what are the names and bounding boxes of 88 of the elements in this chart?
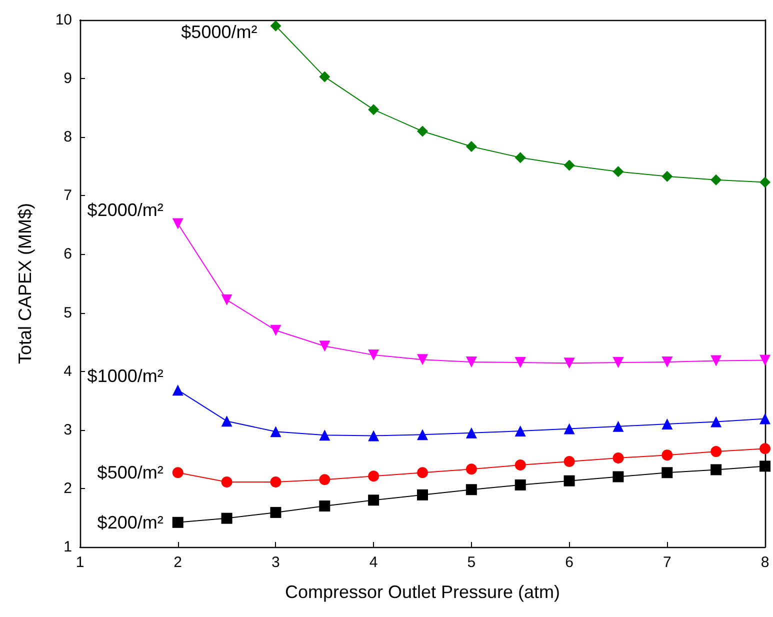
y-tick-label: 5 bbox=[64, 304, 72, 322]
point bbox=[221, 476, 232, 488]
y-tick-label: 7 bbox=[64, 187, 72, 204]
x-tick-label: 2 bbox=[174, 554, 182, 571]
point bbox=[221, 512, 232, 524]
point bbox=[514, 152, 526, 164]
point bbox=[662, 356, 673, 368]
x-tick-label: 5 bbox=[467, 554, 476, 571]
point bbox=[221, 294, 232, 306]
point bbox=[612, 471, 624, 482]
point bbox=[172, 516, 184, 528]
y-tick-label: 4 bbox=[64, 362, 72, 380]
y-tick-label: 8 bbox=[64, 128, 72, 146]
point bbox=[710, 174, 722, 186]
point bbox=[514, 479, 526, 490]
point bbox=[514, 460, 526, 471]
point bbox=[760, 460, 770, 472]
y-tick-label: 2 bbox=[64, 480, 72, 497]
point bbox=[710, 355, 722, 366]
point bbox=[564, 456, 575, 468]
point bbox=[514, 426, 526, 437]
point bbox=[319, 474, 330, 486]
point bbox=[319, 71, 330, 82]
y-axis-title: Total CAPEX (MM$) bbox=[15, 202, 35, 364]
y-tick-label: 10 bbox=[55, 12, 72, 28]
point bbox=[417, 429, 428, 440]
point bbox=[710, 416, 722, 428]
point bbox=[466, 484, 477, 496]
point bbox=[612, 357, 624, 368]
series-label: $500/m² bbox=[97, 462, 164, 483]
point bbox=[270, 324, 282, 336]
point bbox=[612, 420, 624, 432]
point bbox=[319, 340, 330, 352]
point bbox=[564, 475, 575, 486]
point bbox=[564, 160, 575, 171]
point bbox=[417, 354, 428, 366]
x-tick-label: 7 bbox=[662, 554, 672, 571]
x-tick-label: 1 bbox=[76, 554, 84, 571]
x-tick-label: 3 bbox=[272, 554, 280, 571]
series-label: $5000/m² bbox=[181, 22, 258, 42]
point bbox=[368, 430, 380, 442]
point bbox=[662, 450, 673, 461]
x-tick-label: 4 bbox=[369, 554, 378, 571]
point bbox=[760, 354, 770, 366]
point bbox=[172, 384, 184, 396]
point bbox=[270, 20, 282, 32]
point bbox=[612, 166, 624, 178]
x-axis-title: Compressor Outlet Pressure (atm) bbox=[284, 582, 560, 602]
point bbox=[417, 467, 428, 478]
point bbox=[710, 446, 722, 458]
y-tick-label: 9 bbox=[64, 70, 72, 88]
x-tick-label: 6 bbox=[565, 554, 574, 571]
point bbox=[514, 357, 526, 368]
point bbox=[760, 413, 770, 424]
point bbox=[368, 349, 380, 360]
point bbox=[564, 423, 575, 434]
point bbox=[564, 358, 575, 369]
point bbox=[466, 427, 477, 438]
y-tick-label: 6 bbox=[64, 246, 72, 263]
point bbox=[172, 218, 184, 230]
point bbox=[319, 500, 330, 512]
point bbox=[710, 464, 722, 476]
point bbox=[466, 464, 477, 475]
point bbox=[466, 356, 477, 368]
y-tick-label: 1 bbox=[64, 538, 72, 556]
series-label: $1000/m² bbox=[87, 366, 164, 386]
point bbox=[270, 476, 282, 488]
point bbox=[662, 170, 673, 182]
point bbox=[760, 176, 770, 188]
point bbox=[270, 506, 282, 518]
x-tick-label: 8 bbox=[760, 554, 770, 571]
series-label: $2000/m² bbox=[87, 200, 164, 220]
point bbox=[662, 467, 673, 478]
point bbox=[172, 467, 184, 478]
point bbox=[612, 452, 624, 464]
point bbox=[368, 470, 380, 482]
point bbox=[466, 140, 477, 152]
point bbox=[760, 443, 770, 454]
point bbox=[417, 489, 428, 500]
point bbox=[417, 126, 428, 137]
series-label: $200/m² bbox=[97, 512, 164, 532]
point bbox=[221, 416, 232, 427]
point bbox=[270, 426, 282, 438]
point bbox=[662, 418, 673, 430]
point bbox=[368, 494, 380, 506]
y-tick-label: 3 bbox=[64, 421, 72, 438]
point bbox=[368, 104, 380, 116]
point bbox=[319, 430, 330, 441]
